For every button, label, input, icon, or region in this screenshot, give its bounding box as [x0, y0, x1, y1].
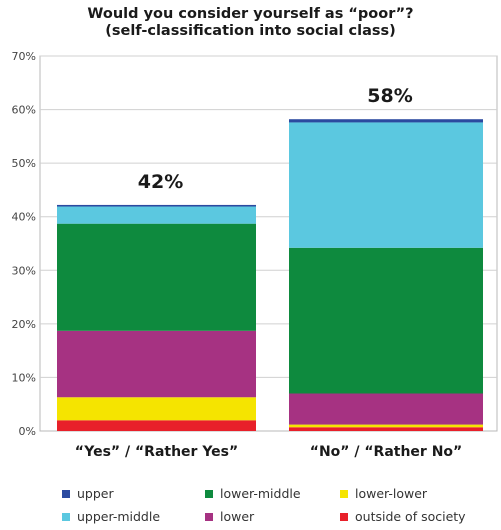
y-tick-label: 60% [12, 104, 36, 117]
bar-segment [289, 122, 483, 248]
y-tick-label: 40% [12, 211, 36, 224]
bar-segment [57, 397, 256, 421]
y-tick-label: 30% [12, 264, 36, 277]
bar-segment [289, 393, 483, 425]
y-tick-label: 0% [19, 425, 36, 438]
bar-segment [57, 330, 256, 398]
bar-segment [57, 223, 256, 331]
y-tick-label: 20% [12, 318, 36, 331]
bar-segment [57, 206, 256, 224]
x-category-label: “No” / “Rather No” [310, 444, 463, 460]
chart-title: Would you consider yourself as “poor”? (… [0, 6, 501, 40]
bar-segment [289, 427, 483, 431]
bar-segment [289, 119, 483, 123]
y-tick-label: 50% [12, 157, 36, 170]
bar-segment [57, 204, 256, 207]
y-tick-label: 10% [12, 371, 36, 384]
x-category-label: “Yes” / “Rather Yes” [75, 444, 238, 460]
bar-segment [57, 420, 256, 431]
bar-segment [289, 424, 483, 428]
chart-subtitle: (self-classification into social class) [105, 23, 396, 39]
y-tick-label: 70% [12, 50, 36, 63]
bar-total-label: 42% [138, 171, 183, 193]
bar-total-label: 58% [367, 85, 412, 107]
bar-segment [289, 247, 483, 394]
chart-title-line-1: Would you consider yourself as “poor”? [87, 6, 414, 22]
